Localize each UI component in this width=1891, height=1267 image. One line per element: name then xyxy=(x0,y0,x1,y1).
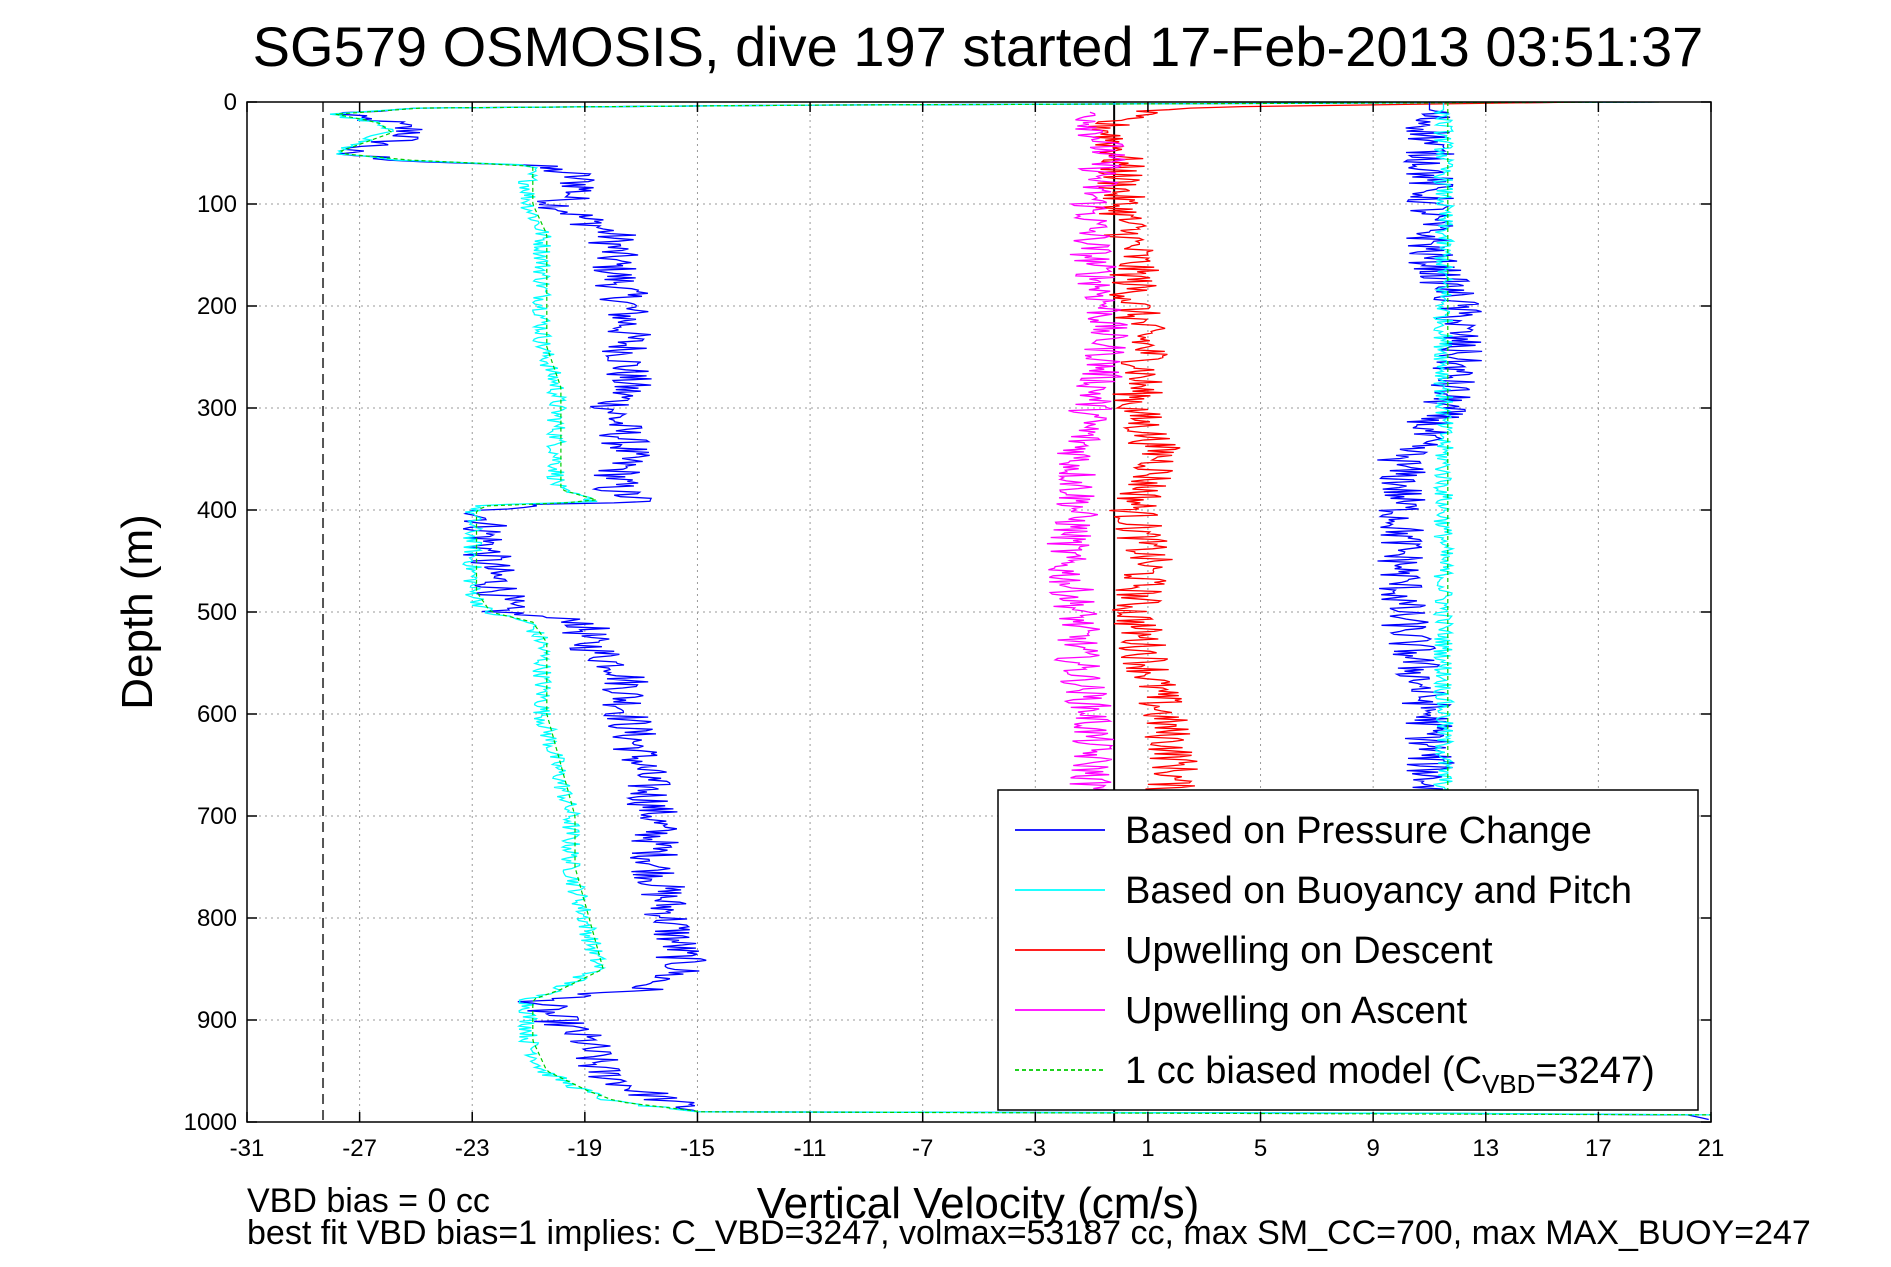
series-line xyxy=(1432,102,1456,816)
y-tick-label: 400 xyxy=(197,497,237,524)
legend-box xyxy=(997,789,1699,1111)
legend-label: Upwelling on Descent xyxy=(1125,930,1493,972)
y-axis-label: Depth (m) xyxy=(113,514,162,710)
axis-ticks: -31 -27 -23 -19 -15 -11 -7 -3 1 5 9 13 17 21010020030… xyxy=(184,89,1725,1162)
legend-label: Upwelling on Ascent xyxy=(1125,990,1468,1032)
series-line xyxy=(329,102,1711,1120)
x-tick-label: -3 xyxy=(1025,1135,1046,1162)
x-tick-label: -11 xyxy=(794,1135,827,1162)
x-tick-label: -31 xyxy=(230,1135,265,1162)
y-tick-label: 0 xyxy=(224,89,237,116)
series-line xyxy=(1046,111,1129,817)
y-tick-label: 1000 xyxy=(184,1109,237,1136)
x-tick-label: -23 xyxy=(455,1135,490,1162)
legend-label: Based on Buoyancy and Pitch xyxy=(1125,870,1632,912)
y-tick-label: 600 xyxy=(197,701,237,728)
footer-vbd-bias: VBD bias = 0 cc xyxy=(247,1182,490,1220)
x-tick-label: -19 xyxy=(568,1135,603,1162)
x-tick-label: 9 xyxy=(1366,1135,1379,1162)
y-tick-label: 300 xyxy=(197,395,237,422)
legend-label: 1 cc biased model (CVBD=3247) xyxy=(1125,1050,1655,1099)
legend: Based on Pressure Change Based on Buoyanc… xyxy=(997,789,1699,1111)
x-tick-label: 13 xyxy=(1472,1135,1499,1162)
chart-title: SG579 OSMOSIS, dive 197 started 17-Feb-2… xyxy=(253,15,1704,78)
x-tick-label: -7 xyxy=(912,1135,933,1162)
y-tick-label: 500 xyxy=(197,599,237,626)
series-line xyxy=(337,102,1709,1121)
x-tick-label: 1 xyxy=(1141,1135,1154,1162)
y-tick-label: 800 xyxy=(197,905,237,932)
x-tick-label: 17 xyxy=(1585,1135,1612,1162)
biased-model-line xyxy=(335,102,1711,1116)
x-tick-label: 21 xyxy=(1698,1135,1725,1162)
legend-label: Based on Pressure Change xyxy=(1125,810,1592,852)
x-tick-label: 5 xyxy=(1254,1135,1267,1162)
series-line xyxy=(1088,102,1585,816)
y-tick-label: 100 xyxy=(197,191,237,218)
footer-best-fit: best fit VBD bias=1 implies: C_VBD=3247,… xyxy=(247,1214,1811,1252)
x-axis-label: Vertical Velocity (cm/s) xyxy=(757,1179,1200,1228)
data-series xyxy=(329,102,1711,1121)
y-tick-label: 700 xyxy=(197,803,237,830)
x-tick-label: -15 xyxy=(680,1135,715,1162)
y-tick-label: 200 xyxy=(197,293,237,320)
x-tick-label: -27 xyxy=(342,1135,377,1162)
y-tick-label: 900 xyxy=(197,1007,237,1034)
